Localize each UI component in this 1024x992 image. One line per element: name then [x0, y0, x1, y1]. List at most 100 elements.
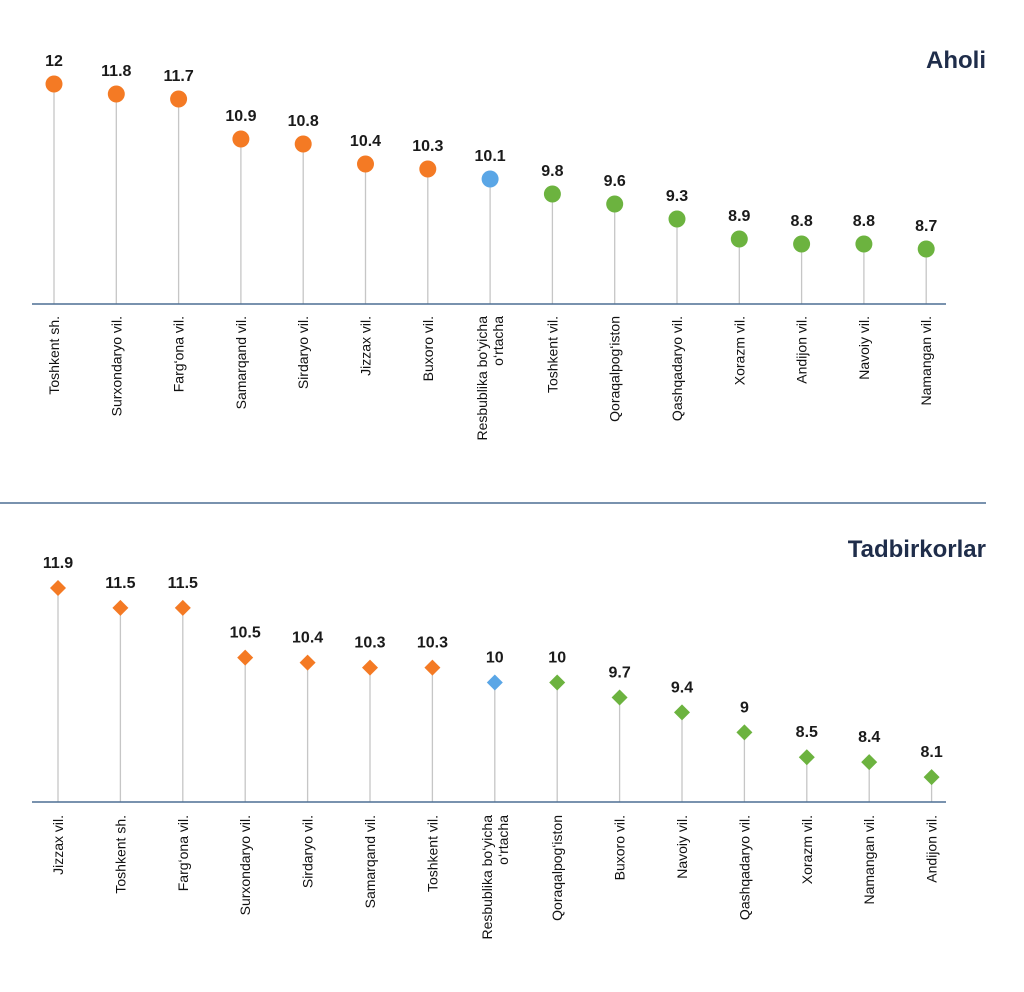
- data-point: [861, 754, 878, 771]
- x-tick-label-text: Namangan vil.: [861, 815, 877, 905]
- data-point: [855, 235, 873, 253]
- x-tick-label: Namangan vil.: [861, 815, 877, 905]
- data-label: 8.4: [858, 729, 880, 746]
- x-tick-label: Resbublika bo‘yichao‘rtacha: [474, 316, 506, 441]
- data-point: [668, 210, 686, 228]
- x-tick-label: Namangan vil.: [918, 316, 934, 406]
- data-point: [798, 749, 815, 766]
- x-tick-label: Qashqadaryo vil.: [736, 815, 752, 920]
- x-tick-label-text: Resbublika bo‘yichao‘rtacha: [479, 815, 511, 940]
- x-tick-label: Buxoro vil.: [612, 815, 628, 880]
- x-tick-label-text: Toshkent sh.: [112, 815, 128, 894]
- data-point: [481, 170, 499, 188]
- data-label: 10.3: [354, 635, 385, 652]
- data-label: 10.5: [230, 625, 261, 642]
- x-tick-label-text: Qoraqalpog‘iston: [607, 316, 623, 422]
- x-tick-label-text: Navoiy vil.: [674, 815, 690, 879]
- chart-tadbirkorlar: Tadbirkorlar 11.9 11.5 11.5 10.5 10.4 10.3 10.…: [32, 536, 986, 940]
- data-label: 8.8: [790, 213, 812, 230]
- chart-title-tadbirkorlar: Tadbirkorlar: [848, 536, 986, 563]
- data-label: 9.3: [666, 188, 688, 205]
- data-point: [543, 185, 561, 203]
- data-point: [419, 160, 437, 178]
- x-tick-label-text: Farg‘ona vil.: [175, 815, 191, 891]
- x-tick-label-text: Buxoro vil.: [612, 815, 628, 880]
- data-point: [299, 654, 316, 671]
- data-label: 10.3: [417, 635, 448, 652]
- x-tick-label-text: Resbublika bo‘yichao‘rtacha: [474, 316, 506, 441]
- data-point: [232, 130, 250, 148]
- x-tick-label-text: Toshkent vil.: [424, 815, 440, 892]
- data-label: 10.3: [412, 138, 443, 155]
- x-tick-label-text: Qashqadaryo vil.: [669, 316, 685, 421]
- chart-tadbirkorlar-stems: [57, 587, 933, 802]
- x-tick-label-text: Navoiy vil.: [856, 316, 872, 380]
- chart-aholi-stems: [53, 84, 927, 304]
- x-tick-label-text: Toshkent sh.: [46, 316, 62, 395]
- x-tick-label-text: Namangan vil.: [918, 316, 934, 406]
- x-tick-label-text: Farg‘ona vil.: [171, 316, 187, 392]
- x-tick-label: Farg‘ona vil.: [171, 316, 187, 392]
- data-label: 9.8: [541, 163, 563, 180]
- data-point: [730, 230, 748, 248]
- data-point: [107, 85, 125, 103]
- data-point: [170, 90, 188, 108]
- data-point: [611, 689, 628, 706]
- x-tick-label-text: Samarqand vil.: [233, 316, 249, 409]
- x-tick-label: Toshkent sh.: [46, 316, 62, 395]
- data-point: [424, 659, 441, 676]
- chart-aholi-value-labels: 12 11.8 11.7 10.9 10.8 10.4 10.3 10.1 9.8 9.6 9.3 8…: [45, 53, 937, 235]
- x-tick-label: Jizzax vil.: [50, 815, 66, 875]
- data-point: [237, 649, 254, 666]
- data-label: 10.8: [288, 113, 319, 130]
- x-tick-label-text: Xorazm vil.: [799, 815, 815, 884]
- x-tick-label: Surxondaryo vil.: [108, 316, 124, 416]
- x-tick-label-text: Surxondaryo vil.: [237, 815, 253, 915]
- x-tick-label-text: Xorazm vil.: [731, 316, 747, 385]
- x-tick-label: Andijon vil.: [924, 815, 940, 883]
- x-tick-label-text: Qoraqalpog‘iston: [549, 815, 565, 921]
- data-point: [674, 704, 690, 721]
- data-point: [112, 599, 129, 616]
- x-tick-label: Xorazm vil.: [799, 815, 815, 884]
- x-tick-label: Farg‘ona vil.: [175, 815, 191, 891]
- x-tick-label: Toshkent sh.: [112, 815, 128, 894]
- data-label: 10.1: [475, 148, 506, 165]
- data-label: 11.9: [43, 555, 73, 572]
- data-label: 10.4: [292, 630, 323, 647]
- x-tick-label-text: Surxondaryo vil.: [108, 316, 124, 416]
- chart-aholi: Aholi 12 11.8 11.7 10.9 10.8 10.4 10.3 10.1 9.8 9…: [32, 47, 986, 441]
- data-label: 11.5: [168, 575, 198, 592]
- x-tick-label-text: Qashqadaryo vil.: [736, 815, 752, 920]
- data-label: 10.4: [350, 133, 381, 150]
- x-tick-label-text: Sirdaryo vil.: [295, 316, 311, 389]
- x-tick-label-text: Buxoro vil.: [420, 316, 436, 381]
- data-point: [917, 240, 935, 258]
- data-point: [362, 659, 378, 676]
- x-tick-label: Xorazm vil.: [731, 316, 747, 385]
- data-label: 8.7: [915, 218, 937, 235]
- data-label: 11.5: [105, 575, 135, 592]
- chart-title-aholi: Aholi: [926, 47, 986, 74]
- data-label: 8.5: [796, 724, 818, 741]
- data-label: 10: [486, 650, 504, 667]
- data-point: [45, 75, 63, 93]
- x-tick-label: Jizzax vil.: [358, 316, 374, 376]
- data-label: 10.9: [225, 108, 256, 125]
- x-tick-label: Sirdaryo vil.: [295, 316, 311, 389]
- chart-tadbirkorlar-marks: [50, 579, 940, 786]
- chart-tadbirkorlar-value-labels: 11.9 11.5 11.5 10.5 10.4 10.3 10.3 10 10 9.7 9.4 9 8…: [43, 555, 943, 761]
- data-label: 11.7: [163, 68, 193, 85]
- data-label: 9.7: [608, 664, 630, 681]
- data-point: [606, 195, 624, 213]
- x-tick-label: Qoraqalpog‘iston: [549, 815, 565, 921]
- chart-aholi-marks: [45, 75, 935, 258]
- x-tick-label-text: Samarqand vil.: [362, 815, 378, 908]
- data-point: [174, 599, 191, 616]
- x-tick-label: Qashqadaryo vil.: [669, 316, 685, 421]
- x-tick-label: Navoiy vil.: [856, 316, 872, 380]
- x-tick-label-text: Jizzax vil.: [50, 815, 66, 875]
- data-point: [923, 769, 940, 786]
- data-label: 9.6: [604, 173, 626, 190]
- data-point: [793, 235, 811, 253]
